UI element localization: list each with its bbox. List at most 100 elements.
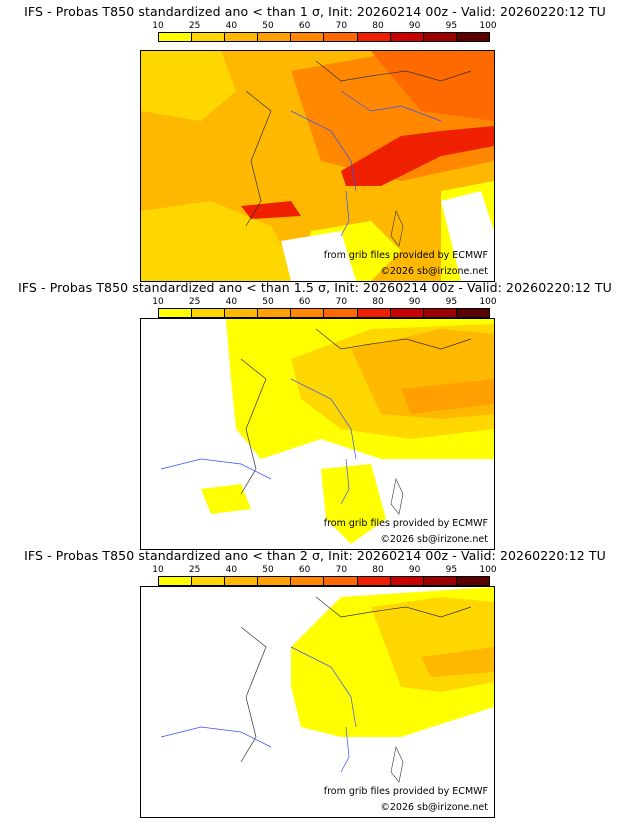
map-graphic bbox=[141, 319, 494, 549]
scale-tick-label: 10 bbox=[152, 565, 164, 575]
scale-tick-label: 50 bbox=[262, 297, 274, 307]
scale-tick-label: 100 bbox=[479, 297, 497, 307]
scale-tick-label: 100 bbox=[479, 21, 497, 31]
probability-field-alps bbox=[421, 647, 494, 677]
scale-color-bin bbox=[324, 309, 358, 317]
coastline-west-france bbox=[240, 358, 267, 495]
scale-tick-label: 95 bbox=[445, 21, 458, 31]
scale-color-bin bbox=[159, 33, 193, 41]
scale-tick-label: 40 bbox=[225, 565, 238, 575]
scale-bar bbox=[158, 308, 490, 318]
scale-tick-label: 50 bbox=[262, 21, 274, 31]
scale-tick-label: 90 bbox=[408, 297, 421, 307]
scale-color-bin bbox=[225, 577, 259, 585]
panel-title: IFS - Probas T850 standardized ano < tha… bbox=[24, 4, 606, 19]
scale-tick-label: 10 bbox=[152, 21, 164, 31]
scale-color-bin bbox=[357, 577, 391, 585]
probability-map: from grib files provided by ECMWF ©2026 … bbox=[140, 50, 495, 282]
probability-map: from grib files provided by ECMWF ©2026 … bbox=[140, 586, 495, 818]
scale-bar bbox=[158, 576, 490, 586]
corsica-outline bbox=[390, 478, 404, 515]
scale-tick-label: 80 bbox=[372, 297, 384, 307]
probability-map: from grib files provided by ECMWF ©2026 … bbox=[140, 318, 495, 550]
scale-color-bin bbox=[456, 33, 489, 41]
scale-color-bin bbox=[258, 309, 292, 317]
scale-color-bin bbox=[159, 309, 193, 317]
scale-tick-label: 95 bbox=[445, 565, 458, 575]
scale-color-bin bbox=[423, 33, 457, 41]
scale-bar bbox=[158, 32, 490, 42]
scale-color-bin bbox=[192, 577, 226, 585]
scale-color-bin bbox=[192, 309, 226, 317]
scale-color-bin bbox=[225, 309, 259, 317]
river-loire bbox=[290, 378, 357, 460]
scale-tick-label: 90 bbox=[408, 21, 421, 31]
river-ebro bbox=[160, 458, 272, 480]
map-panel-1-5sigma: IFS - Probas T850 standardized ano < tha… bbox=[0, 280, 630, 552]
probability-color-scale: 10 25 40 50 60 70 80 90 95 100 bbox=[152, 21, 497, 45]
country-border-north bbox=[315, 60, 472, 82]
scale-color-bin bbox=[390, 577, 424, 585]
probability-color-scale: 10 25 40 50 60 70 80 90 95 100 bbox=[152, 297, 497, 321]
probability-field-northeast bbox=[371, 51, 494, 121]
credit-source: from grib files provided by ECMWF bbox=[323, 518, 488, 529]
scale-color-bin bbox=[291, 309, 325, 317]
scale-tick-label: 40 bbox=[225, 21, 238, 31]
river-rhone bbox=[340, 458, 350, 505]
river-rhone bbox=[340, 190, 350, 237]
scale-tick-label: 80 bbox=[372, 565, 384, 575]
scale-tick-label: 80 bbox=[372, 21, 384, 31]
probability-field-alps bbox=[341, 126, 494, 186]
corsica-outline bbox=[390, 210, 404, 247]
sea-area-tyrrhenian bbox=[441, 191, 494, 281]
river-loire bbox=[290, 646, 357, 728]
map-panel-1sigma: IFS - Probas T850 standardized ano < tha… bbox=[0, 4, 630, 282]
scale-color-bin bbox=[291, 577, 325, 585]
map-panel-2sigma: IFS - Probas T850 standardized ano < tha… bbox=[0, 548, 630, 824]
scale-tick-label: 25 bbox=[188, 21, 201, 31]
probability-field-sardinia bbox=[321, 464, 386, 544]
scale-tick-label: 25 bbox=[188, 297, 201, 307]
probability-field-atlantic bbox=[141, 201, 301, 281]
map-graphic bbox=[141, 51, 494, 281]
panel-title: IFS - Probas T850 standardized ano < tha… bbox=[18, 280, 612, 295]
scale-tick-label: 50 bbox=[262, 565, 274, 575]
credit-source: from grib files provided by ECMWF bbox=[323, 250, 488, 261]
credit-copyright: ©2026 sb@irizone.net bbox=[380, 802, 488, 813]
credit-source: from grib files provided by ECMWF bbox=[323, 786, 488, 797]
scale-color-bin bbox=[423, 577, 457, 585]
scale-color-bin bbox=[225, 33, 259, 41]
scale-tick-label: 60 bbox=[298, 297, 311, 307]
river-rhone bbox=[340, 726, 350, 773]
scale-color-bin bbox=[159, 577, 193, 585]
map-graphic bbox=[141, 587, 494, 817]
scale-color-bin bbox=[192, 33, 226, 41]
river-loire bbox=[290, 110, 357, 192]
scale-color-bin bbox=[258, 577, 292, 585]
scale-color-bin bbox=[456, 309, 489, 317]
scale-tick-label: 40 bbox=[225, 297, 238, 307]
scale-tick-label: 60 bbox=[298, 565, 311, 575]
probability-color-scale: 10 25 40 50 60 70 80 90 95 100 bbox=[152, 565, 497, 589]
panel-title: IFS - Probas T850 standardized ano < tha… bbox=[24, 548, 606, 563]
probability-field-southwest bbox=[201, 484, 251, 514]
river-seine-rhine bbox=[340, 90, 442, 122]
scale-color-bin bbox=[258, 33, 292, 41]
scale-tick-label: 100 bbox=[479, 565, 497, 575]
scale-color-bin bbox=[291, 33, 325, 41]
probability-field-pyrenees bbox=[241, 201, 301, 219]
scale-tick-label: 70 bbox=[335, 565, 348, 575]
scale-tick-label: 25 bbox=[188, 565, 201, 575]
credit-copyright: ©2026 sb@irizone.net bbox=[380, 266, 488, 277]
scale-tick-label: 60 bbox=[298, 21, 311, 31]
scale-color-bin bbox=[390, 309, 424, 317]
corsica-outline bbox=[390, 746, 404, 783]
scale-color-bin bbox=[423, 309, 457, 317]
scale-color-bin bbox=[390, 33, 424, 41]
scale-color-bin bbox=[324, 577, 358, 585]
sea-area-gulf-of-lion bbox=[281, 231, 356, 281]
river-ebro bbox=[160, 726, 272, 748]
scale-tick-label: 10 bbox=[152, 297, 164, 307]
scale-color-bin bbox=[357, 309, 391, 317]
coastline-west-france bbox=[240, 626, 267, 763]
